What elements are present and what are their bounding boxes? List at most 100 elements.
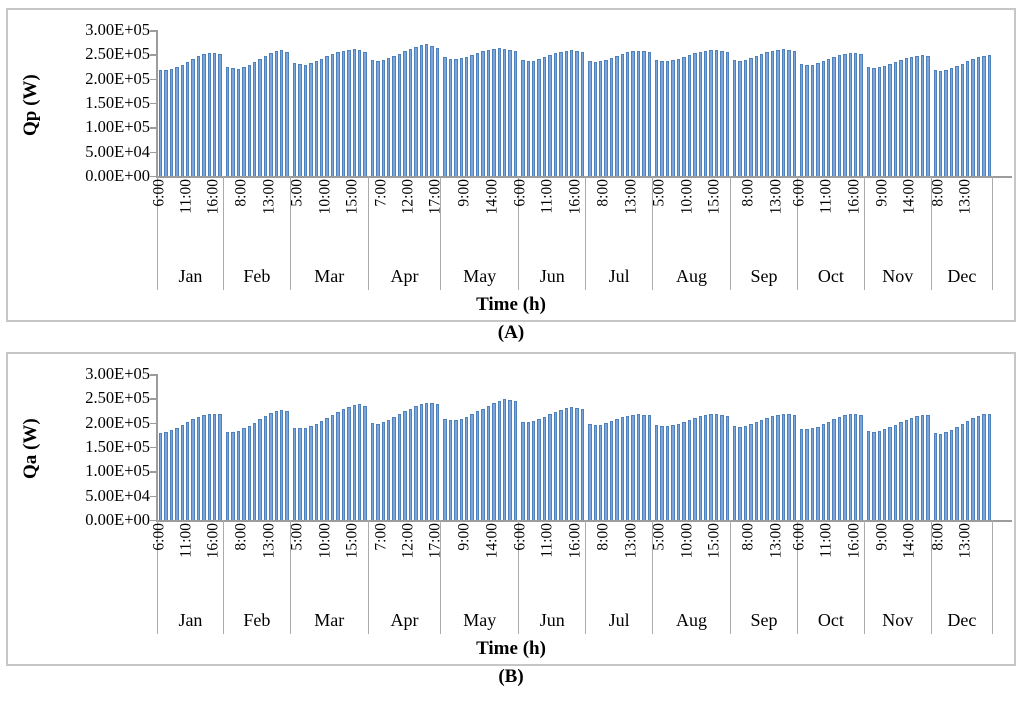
bar [933, 69, 938, 176]
time-tick-row: 6:00 11:00 16:00 [512, 520, 587, 608]
bar [564, 50, 568, 176]
time-tick-label: 6:00 [150, 179, 168, 207]
month-column: 6:00 11:00 16:00 Jun [512, 30, 587, 292]
month-column: 8:00 13:00 Dec [929, 30, 993, 292]
time-tick-label: 10:00 [316, 179, 334, 215]
time-tick-row: 7:00 12:00 17:00 [369, 176, 444, 264]
month-label: Aug [653, 264, 732, 290]
bars-group [586, 374, 653, 520]
time-tick-label: 16:00 [204, 179, 222, 215]
time-tick-label: 14:00 [901, 523, 919, 559]
bars-group [291, 30, 369, 176]
bar [709, 414, 713, 520]
bar [575, 407, 579, 520]
bar [770, 50, 775, 176]
bar [303, 64, 308, 176]
bar [370, 60, 375, 176]
time-tick-label: 13:00 [956, 523, 974, 559]
month-label: May [441, 264, 520, 290]
month-label: Sep [731, 264, 798, 290]
time-tick-row: 9:00 14:00 [865, 520, 932, 608]
time-tick-label: 15:00 [343, 523, 361, 559]
month-label: Feb [224, 264, 291, 290]
time-tick-label: 15:00 [705, 523, 723, 559]
bar [309, 63, 313, 176]
bar [314, 61, 318, 176]
bar [330, 54, 335, 176]
bar [486, 405, 491, 520]
month-label: May [441, 608, 520, 634]
bar [435, 48, 440, 176]
bars-group [653, 374, 731, 520]
month-label: Dec [932, 264, 993, 290]
y-tick-label: 1.50E+05 [85, 92, 150, 112]
bar [263, 416, 268, 520]
bar [363, 405, 367, 520]
time-tick-row: 5:00 10:00 15:00 [651, 520, 732, 608]
bar [765, 52, 769, 176]
bars-group [932, 374, 993, 520]
month-column: 8:00 13:00 Sep [731, 30, 798, 292]
bar [966, 421, 970, 520]
time-tick-label: 12:00 [399, 179, 417, 215]
bar [893, 62, 898, 176]
bars-group [441, 30, 519, 176]
bar [292, 62, 297, 176]
bar [459, 418, 463, 520]
month-column: 8:00 13:00 Feb [224, 30, 291, 292]
time-tick-label: 14:00 [483, 179, 501, 215]
bar [888, 64, 892, 176]
bar [263, 55, 268, 176]
bar [743, 426, 748, 520]
time-tick-label: 5:00 [650, 179, 668, 207]
bar [532, 421, 536, 520]
month-label: Jan [157, 608, 224, 634]
bar [381, 60, 386, 176]
y-tick-label: 3.00E+05 [85, 20, 150, 39]
bar [481, 408, 485, 520]
bar [159, 433, 163, 520]
bars-group [224, 30, 291, 176]
time-tick-label: 11:00 [177, 523, 195, 558]
bar [955, 427, 959, 520]
bar [866, 431, 871, 520]
time-tick-label: 11:00 [817, 523, 835, 558]
time-tick-label: 8:00 [232, 523, 250, 551]
y-tick-label: 5.00E+04 [85, 485, 150, 505]
time-tick-label: 8:00 [739, 523, 757, 551]
y-axis-line [156, 30, 158, 177]
bar [403, 411, 407, 520]
bar [883, 66, 887, 176]
month-label: Dec [932, 608, 993, 634]
bar [904, 58, 909, 176]
bar [475, 411, 480, 520]
month-label: Apr [369, 264, 442, 290]
bar [542, 57, 547, 176]
time-tick-label: 6:00 [511, 523, 529, 551]
month-label: Apr [369, 608, 442, 634]
bar [837, 416, 842, 520]
y-axis-title-qa: Qa (W) [20, 418, 41, 480]
time-tick-label: 13:00 [956, 179, 974, 215]
bar [933, 432, 938, 520]
bar [247, 425, 251, 520]
bar [553, 411, 558, 520]
bar [625, 415, 630, 520]
y-tick-label: 1.00E+05 [85, 461, 150, 481]
bar [799, 428, 804, 520]
month-label: Nov [865, 264, 932, 290]
bars-group [157, 30, 224, 176]
bar [358, 404, 362, 520]
time-tick-label: 8:00 [594, 523, 612, 551]
bar [526, 422, 531, 520]
bars-group [798, 30, 865, 176]
bar [225, 431, 230, 520]
bar [542, 416, 547, 520]
time-tick-row: 6:00 11:00 16:00 [790, 176, 865, 264]
time-tick-label: 16:00 [566, 179, 584, 215]
bar [733, 59, 737, 176]
bar [816, 426, 820, 520]
bar [532, 60, 536, 176]
bar [810, 64, 815, 176]
y-tick-label: 2.50E+05 [85, 44, 150, 64]
